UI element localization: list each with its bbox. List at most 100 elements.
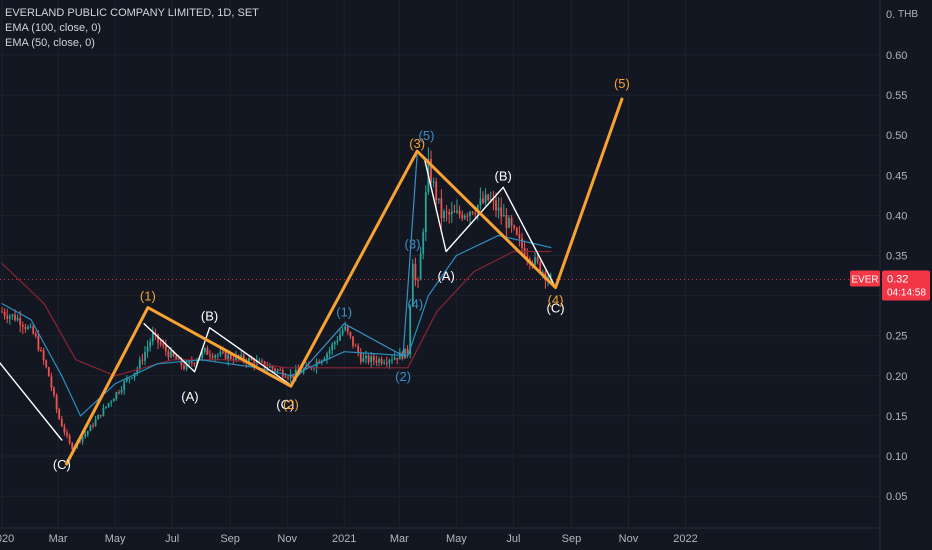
wave-minor-label: (4): [407, 297, 423, 312]
currency-label: THB: [898, 9, 918, 20]
candle-body: [370, 356, 373, 363]
candle-body: [14, 314, 16, 321]
candle-body: [227, 354, 230, 360]
candle-body: [66, 432, 68, 436]
candle-body: [385, 362, 388, 364]
candle-body: [40, 350, 42, 352]
candle-body: [445, 211, 448, 213]
candle-body: [456, 210, 458, 213]
candle-body: [11, 314, 14, 317]
candle-body: [188, 361, 191, 364]
candle-body: [406, 348, 409, 355]
candle-body: [105, 406, 107, 408]
candle-body: [526, 256, 529, 259]
candle-body: [541, 272, 544, 274]
candle-body: [461, 214, 464, 219]
candle-body: [128, 378, 131, 380]
wave-main-label: (3): [409, 136, 425, 151]
candle-body: [365, 355, 367, 359]
candle-body: [125, 378, 128, 382]
candle-body: [97, 414, 100, 420]
wave-minor-label: (1): [336, 305, 352, 320]
candle-body: [157, 334, 159, 343]
candle-body: [515, 228, 518, 235]
time-axis-label: Mar: [390, 533, 409, 545]
wave-minor-label: (2): [395, 369, 411, 384]
wave-sub-label: (A): [437, 269, 454, 284]
time-axis-label: 2020: [0, 533, 14, 545]
candle-body: [500, 207, 503, 217]
candle-body: [284, 376, 287, 378]
candle-body: [549, 274, 552, 279]
ema-100-legend[interactable]: EMA (100, close, 0): [5, 22, 101, 34]
candle-body: [60, 418, 63, 427]
candle-body: [435, 181, 438, 201]
candle-body: [409, 306, 412, 355]
ema-50-legend[interactable]: EMA (50, close, 0): [5, 37, 95, 49]
candle-body: [362, 358, 365, 362]
candle-body: [193, 363, 196, 365]
candle-body: [448, 212, 451, 215]
candle-body: [224, 351, 227, 360]
candle-body: [479, 198, 482, 206]
candle-body: [123, 381, 126, 390]
candle-body: [318, 361, 321, 364]
symbol-title[interactable]: EVERLAND PUBLIC COMPANY LIMITED, 1D, SET: [5, 7, 259, 19]
candle-body: [367, 355, 370, 363]
price-axis-label: 0.45: [886, 170, 907, 182]
time-axis-label: Nov: [619, 533, 639, 545]
price-axis-label: 0.55: [886, 90, 907, 102]
candle-body: [484, 194, 487, 203]
candle-body: [349, 331, 352, 337]
candle-body: [68, 435, 71, 443]
candle-body: [211, 356, 214, 358]
candle-body: [518, 234, 521, 239]
candle-body: [354, 345, 357, 347]
wave-minor-line: [290, 154, 418, 385]
candle-body: [146, 346, 149, 352]
candle-body: [222, 351, 224, 353]
candle-body: [53, 387, 55, 396]
time-axis-label: Sep: [220, 533, 240, 545]
candle-body: [42, 350, 45, 361]
candle-body: [118, 392, 120, 394]
price-tag-bg: [882, 270, 930, 301]
candle-body: [196, 360, 198, 364]
candle-body: [378, 358, 380, 363]
time-axis-label: 2022: [673, 533, 697, 545]
candle-body: [268, 366, 271, 368]
candle-body: [505, 215, 508, 228]
price-axis-label: 0.20: [886, 371, 907, 383]
candle-body: [27, 326, 29, 329]
price-axis-label: 0.35: [886, 251, 907, 263]
candle-body: [432, 181, 435, 183]
candle-body: [326, 353, 328, 359]
candle-body: [292, 374, 295, 378]
ema-100-line: [1, 250, 552, 377]
candle-body: [279, 369, 282, 371]
candle-body: [235, 355, 237, 361]
candle-body: [495, 200, 497, 211]
candle-body: [453, 211, 456, 213]
candle-body: [274, 368, 276, 371]
candle-body: [37, 336, 40, 351]
wave-sub-label: (C): [546, 301, 564, 316]
wave-sub-line: [0, 362, 63, 441]
candle-body: [89, 425, 92, 432]
price-tag: EVER 0.32 04:14:58: [850, 270, 930, 301]
candle-body: [391, 359, 393, 361]
candle-body: [336, 340, 339, 343]
candle-body: [94, 419, 97, 426]
candle-body: [430, 158, 432, 183]
candle-body: [458, 210, 461, 215]
candle-body: [151, 333, 154, 342]
symbol-tag-bg: [850, 270, 880, 287]
candle-body: [534, 257, 536, 265]
candle-body: [131, 377, 133, 379]
candle-body: [513, 225, 516, 229]
candle-body: [8, 316, 11, 319]
candle-body: [255, 360, 258, 365]
